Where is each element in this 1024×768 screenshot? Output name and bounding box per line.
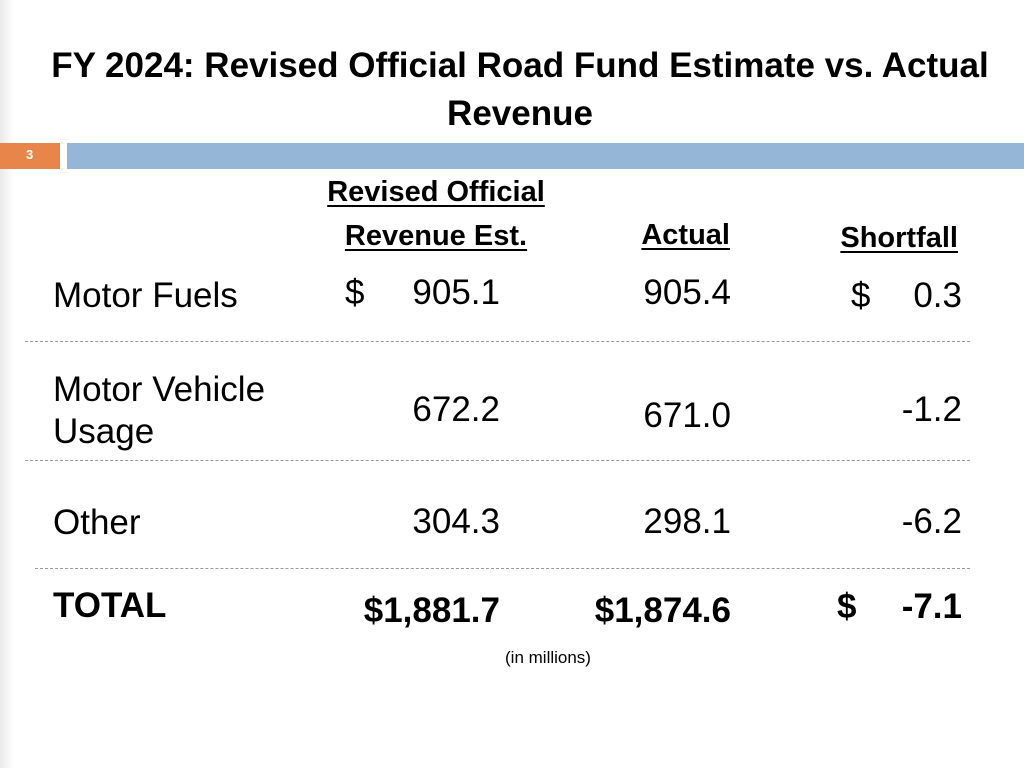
row-label-motor-vehicle-usage: Motor Vehicle Usage bbox=[53, 369, 265, 453]
estimate-value-motor-vehicle-usage: 672.2 bbox=[412, 390, 500, 429]
column-header-shortfall: Shortfall bbox=[840, 222, 958, 254]
slide-edge-shading bbox=[0, 0, 14, 768]
column-header-actual: Actual bbox=[641, 219, 730, 251]
title-accent-bar bbox=[67, 143, 1024, 169]
slide-number-badge: 3 bbox=[0, 143, 60, 169]
units-footnote: (in millions) bbox=[505, 648, 591, 667]
column-header-estimate-line1: Revised Official bbox=[327, 176, 545, 208]
estimate-value-motor-fuels: 905.1 bbox=[412, 273, 500, 312]
shortfall-value-total: -7.1 bbox=[901, 587, 962, 626]
row-divider bbox=[35, 568, 970, 569]
row-divider bbox=[25, 341, 970, 342]
row-label-line1: Motor Vehicle bbox=[53, 370, 266, 409]
shortfall-value-motor-fuels: 0.3 bbox=[913, 276, 962, 315]
shortfall-currency-symbol-total: $ bbox=[837, 587, 857, 626]
row-label-other: Other bbox=[53, 503, 141, 542]
shortfall-currency-symbol: $ bbox=[851, 276, 871, 315]
row-divider bbox=[25, 460, 970, 461]
actual-value-total: $1,874.6 bbox=[594, 591, 731, 630]
shortfall-value-motor-vehicle-usage: -1.2 bbox=[901, 390, 962, 429]
actual-value-other: 298.1 bbox=[643, 502, 731, 541]
slide-number: 3 bbox=[26, 147, 34, 162]
estimate-value-other: 304.3 bbox=[412, 502, 500, 541]
row-label-motor-fuels: Motor Fuels bbox=[53, 276, 238, 315]
shortfall-value-other: -6.2 bbox=[901, 502, 962, 541]
column-header-estimate: Revised Official Revenue Est. bbox=[296, 170, 576, 258]
row-label-total: TOTAL bbox=[53, 586, 167, 625]
estimate-currency-symbol: $ bbox=[345, 273, 365, 312]
slide-title: FY 2024: Revised Official Road Fund Esti… bbox=[51, 46, 989, 133]
actual-value-motor-fuels: 905.4 bbox=[643, 273, 731, 312]
actual-value-motor-vehicle-usage: 671.0 bbox=[643, 396, 731, 435]
column-header-estimate-line2: Revenue Est. bbox=[344, 220, 528, 252]
row-label-line2: Usage bbox=[53, 412, 155, 451]
estimate-value-total: $1,881.7 bbox=[363, 591, 500, 630]
